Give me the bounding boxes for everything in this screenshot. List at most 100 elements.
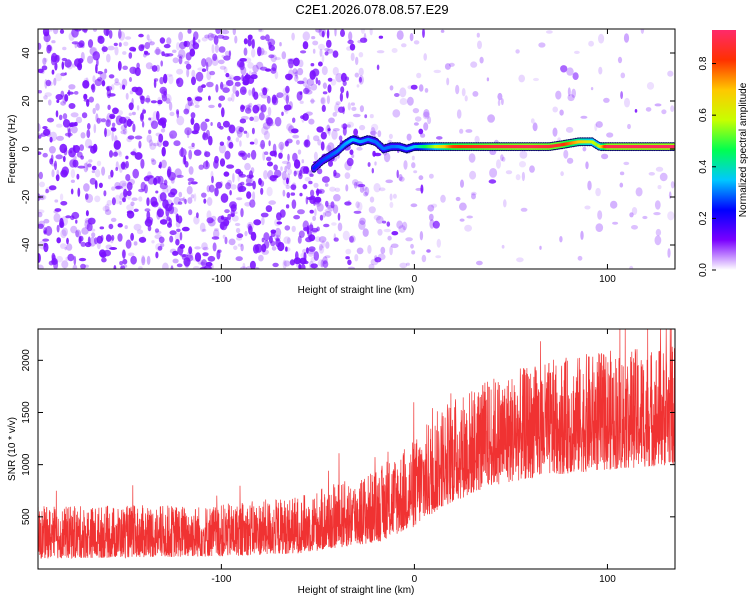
noise-blob <box>62 119 71 128</box>
noise-blob <box>184 60 190 65</box>
noise-blob <box>323 223 330 228</box>
noise-blob <box>70 112 79 118</box>
noise-blob <box>335 73 344 83</box>
noise-blob <box>295 251 299 261</box>
noise-blob <box>456 109 462 119</box>
noise-blob <box>136 62 140 69</box>
noise-blob <box>222 120 230 128</box>
noise-blob <box>418 84 424 92</box>
noise-blob <box>316 203 324 212</box>
noise-blob <box>211 236 220 240</box>
noise-blob <box>588 40 594 47</box>
noise-blob <box>90 228 96 232</box>
noise-blob <box>65 215 72 219</box>
y-tick-label: 0 <box>21 146 32 152</box>
noise-blob <box>321 176 330 183</box>
noise-blob <box>274 57 281 61</box>
noise-blob <box>328 117 335 124</box>
noise-blob <box>186 185 193 195</box>
noise-blob <box>60 201 68 206</box>
noise-blob <box>332 66 339 76</box>
noise-blob <box>194 246 201 250</box>
noise-blob <box>206 81 214 88</box>
noise-blob <box>139 113 144 122</box>
noise-blob <box>188 166 194 175</box>
noise-blob <box>129 77 132 82</box>
noise-blob <box>241 152 248 161</box>
noise-blob <box>141 256 146 266</box>
noise-blob <box>202 228 207 232</box>
noise-blob <box>370 258 379 266</box>
noise-blob <box>235 90 240 97</box>
noise-blob <box>389 85 394 91</box>
noise-blob <box>208 262 214 269</box>
noise-blob <box>144 184 148 194</box>
noise-blob <box>293 170 297 177</box>
noise-blob <box>231 93 235 102</box>
snr-x-axis: -100 0 100 <box>211 329 616 585</box>
noise-blob <box>114 78 119 84</box>
noise-blob <box>75 230 80 238</box>
noise-blob <box>310 98 315 104</box>
noise-blob <box>358 220 366 231</box>
noise-blob <box>118 42 122 47</box>
noise-blob <box>317 139 322 146</box>
noise-blob <box>144 42 151 50</box>
noise-blob <box>360 29 365 34</box>
noise-blob <box>148 139 153 147</box>
noise-blob <box>218 95 226 101</box>
noise-blob <box>396 169 399 179</box>
noise-blob <box>176 263 183 268</box>
noise-blob <box>244 105 251 109</box>
noise-blob <box>227 97 233 102</box>
noise-blob <box>261 126 269 136</box>
noise-blob <box>99 249 106 258</box>
noise-blob <box>185 63 192 70</box>
noise-blob <box>234 81 241 87</box>
noise-blob <box>352 113 361 118</box>
noise-blob <box>94 78 103 87</box>
noise-blob <box>54 199 59 203</box>
noise-blob <box>247 223 252 231</box>
noise-blob <box>358 67 364 77</box>
noise-blob <box>120 130 127 135</box>
noise-blob <box>440 29 445 33</box>
noise-blob <box>102 205 110 212</box>
noise-blob <box>95 63 98 74</box>
noise-blob <box>629 212 634 218</box>
noise-blob <box>321 54 325 63</box>
noise-blob <box>321 30 325 38</box>
noise-blob <box>640 29 645 34</box>
noise-blob <box>191 69 196 78</box>
noise-blob <box>327 84 332 93</box>
noise-blob <box>38 253 41 263</box>
noise-blob <box>566 67 574 76</box>
noise-blob <box>149 142 157 150</box>
noise-blob <box>219 158 226 167</box>
noise-blob <box>81 112 88 119</box>
noise-blob <box>246 266 252 269</box>
noise-blob <box>245 177 252 184</box>
colorbar-tick-label: 0.4 <box>698 159 709 173</box>
noise-blob <box>178 31 184 41</box>
noise-blob <box>165 207 170 217</box>
noise-blob <box>105 119 111 127</box>
noise-blob <box>283 236 291 244</box>
noise-blob <box>47 117 54 123</box>
noise-blob <box>219 141 225 146</box>
noise-blob <box>221 107 225 118</box>
noise-blob <box>429 219 435 229</box>
noise-blob <box>91 170 96 174</box>
noise-blob <box>178 191 183 198</box>
noise-blob <box>201 259 208 268</box>
noise-blob <box>134 67 141 77</box>
noise-blob <box>85 193 89 200</box>
noise-blob <box>431 203 438 208</box>
noise-blob <box>43 128 51 136</box>
noise-blob <box>148 38 153 44</box>
noise-blob <box>325 124 331 135</box>
noise-blob <box>89 177 97 185</box>
noise-blob <box>165 73 173 77</box>
noise-blob <box>196 212 199 219</box>
